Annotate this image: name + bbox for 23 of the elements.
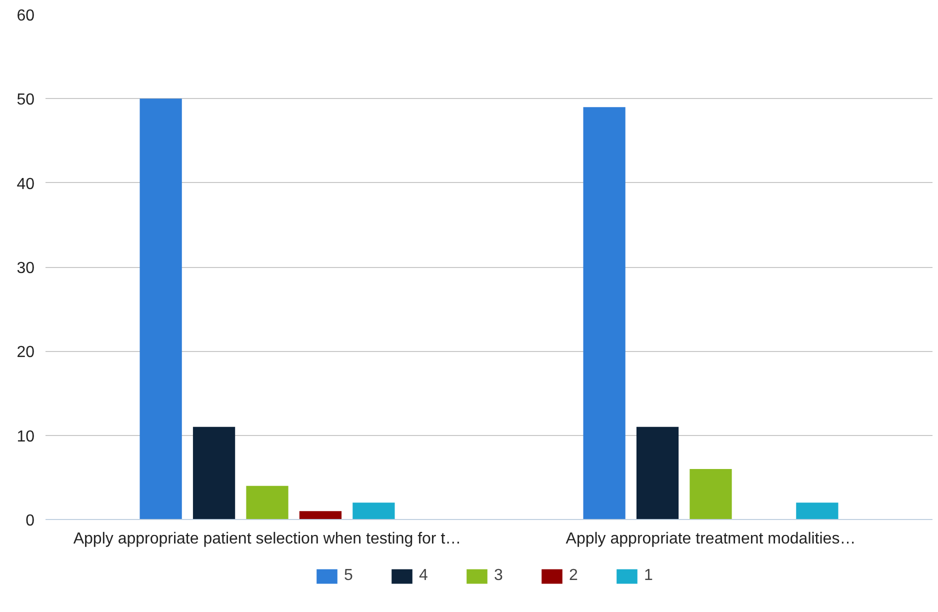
bar (352, 502, 395, 520)
y-tick-label: 30 (16, 260, 35, 277)
bar (690, 469, 732, 520)
y-tick-label: 10 (16, 428, 35, 446)
y-tick-label: 50 (16, 92, 35, 109)
y-tick-label: 0 (26, 512, 35, 530)
legend-label: 2 (569, 567, 579, 585)
bar (246, 486, 288, 520)
legend-label: 4 (419, 567, 429, 585)
x-tick-label: Apply appropriate treatment modalities… (566, 530, 856, 548)
bar (192, 426, 236, 520)
x-tick-label: Apply appropriate patient selection when testing for t… (73, 530, 462, 548)
bar (583, 107, 626, 520)
y-tick-label: 20 (16, 344, 35, 362)
bar (299, 511, 342, 520)
y-tick-label: 60 (16, 8, 35, 24)
legend-label: 3 (494, 567, 504, 585)
bar (140, 98, 182, 520)
legend-label: 5 (344, 567, 354, 585)
y-tick-label: 40 (16, 176, 35, 193)
bar (796, 502, 838, 520)
legend-label: 1 (644, 567, 654, 585)
bar (636, 426, 679, 520)
